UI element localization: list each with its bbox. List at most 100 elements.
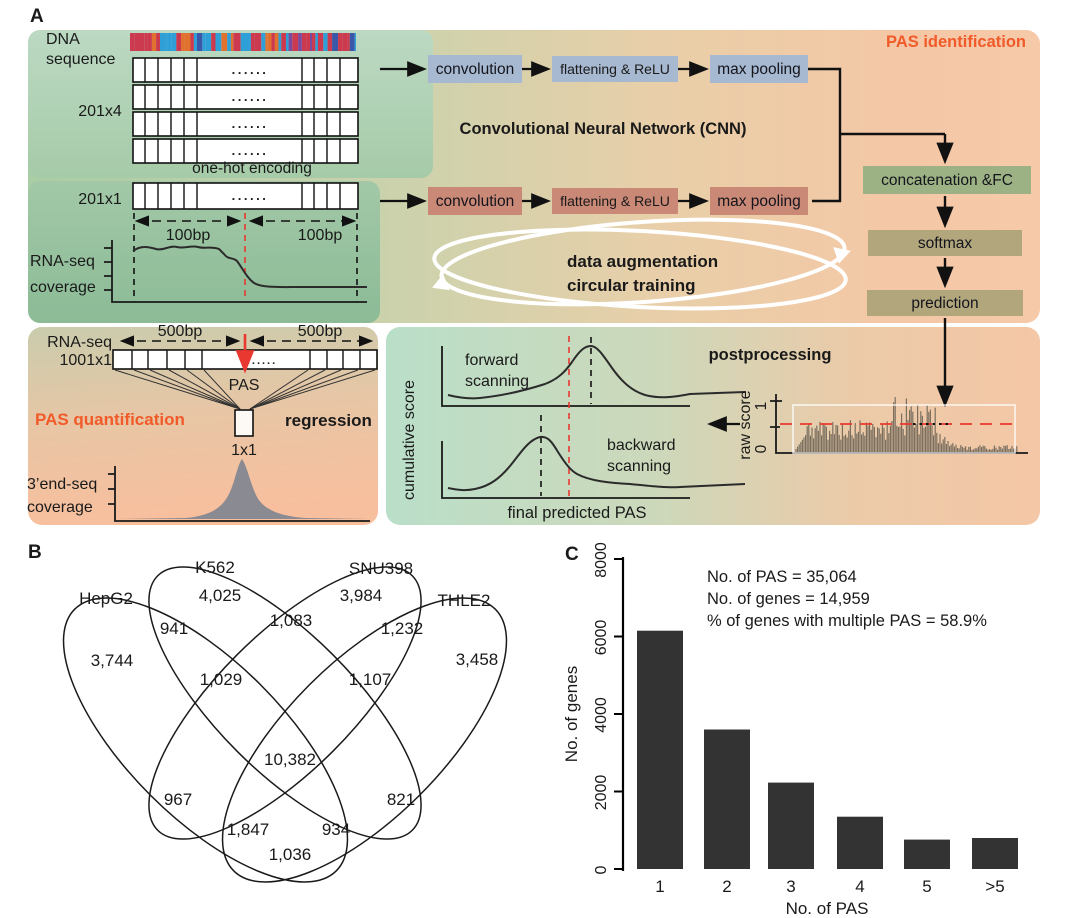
- endseq-axis: [108, 466, 370, 522]
- backward-line1: backward: [607, 437, 675, 454]
- raw-score-label: raw score: [737, 390, 754, 459]
- maxpool-box-rna: [710, 187, 808, 215]
- svg-text:4: 4: [855, 877, 864, 896]
- backward-line2: scanning: [607, 458, 671, 475]
- output-dim-label: 1x1: [231, 442, 257, 459]
- bp500-left-label: 500bp: [158, 323, 203, 340]
- cnn-title: Convolutional Neural Network (CNN): [460, 120, 747, 138]
- flatten-box-rna-label: flattening & ReLU: [560, 193, 670, 209]
- conv-box-rna: [428, 187, 522, 215]
- venn-count-hepg2-only: 3,744: [91, 651, 134, 670]
- venn-count-hepg2-snu398: 967: [164, 790, 192, 809]
- venn-count-hepg2-k562-thle2: 934: [322, 820, 350, 839]
- pas-quantification-title: PAS quantification: [35, 410, 185, 429]
- rnaseq-cov-line2: coverage: [30, 279, 96, 296]
- forward-scanning-curve: [447, 344, 746, 400]
- merge-connector: [808, 67, 945, 203]
- venn-ellipses: [62, 566, 508, 883]
- conv-box-rna-label: convolution: [436, 193, 514, 210]
- input-dim-label: 1001x1: [60, 352, 113, 369]
- svg-text:......: ......: [232, 188, 269, 203]
- dna-label-line1: DNA: [46, 31, 80, 48]
- svg-text:0: 0: [593, 865, 610, 874]
- bp100-left-label: 100bp: [166, 227, 211, 244]
- venn-set-snu398: SNU398: [349, 559, 413, 578]
- augmentation-line1: data augmentation: [567, 252, 718, 271]
- venn-count-hepg2-thle2: 1,036: [269, 845, 312, 864]
- bp100-right-label: 100bp: [298, 227, 343, 244]
- output-1x1-box: [234, 409, 254, 437]
- regression-label: regression: [285, 411, 372, 430]
- venn-count-k562-only: 4,025: [199, 586, 242, 605]
- rnaseq-label: RNA-seq: [47, 334, 112, 351]
- svg-text:2: 2: [722, 877, 731, 896]
- venn-count-k562-snu398-thle2: 1,107: [349, 670, 392, 689]
- annotation-gene-total: No. of genes = 14,959: [707, 590, 870, 608]
- coverage-axis: [104, 240, 367, 303]
- panel-a-diagram: .................................... A D…: [27, 6, 1040, 525]
- converging-lines: [114, 369, 376, 410]
- flatten-box-dna-label: flattening & ReLU: [560, 61, 670, 77]
- svg-text:......: ......: [247, 355, 277, 367]
- venn-count-hepg2-snu398-thle2: 1,847: [227, 820, 270, 839]
- svg-text:6000: 6000: [593, 620, 610, 656]
- venn-ellipse-thle2: [221, 597, 508, 883]
- postprocessing-title: postprocessing: [709, 346, 832, 364]
- forward-axis: [441, 346, 690, 407]
- dna-barcode-strip: [130, 33, 356, 51]
- y-axis-ticks: 0 2000 4000 6000 8000: [593, 542, 623, 874]
- concatenation-label: concatenation &FC: [881, 172, 1013, 189]
- pas-identification-title: PAS identification: [886, 33, 1026, 51]
- venn-count-thle2-only: 3,458: [456, 650, 499, 669]
- maxpool-box-dna-label: max pooling: [717, 61, 801, 78]
- annotation-multi-pas: % of genes with multiple PAS = 58.9%: [707, 612, 987, 630]
- panel-c-label: C: [565, 544, 579, 565]
- matrix-dim-label: 201x4: [78, 103, 122, 120]
- flatten-box-rna: [552, 188, 678, 214]
- bars: [637, 630, 1018, 869]
- endseq-line1: 3’end-seq: [27, 476, 97, 493]
- rnaseq-cov-line1: RNA-seq: [30, 253, 95, 270]
- vector-dim-label: 201x1: [78, 191, 122, 208]
- raw-tick-1: 1: [753, 402, 770, 411]
- circular-training-loop: [432, 217, 851, 311]
- flatten-box-dna: [552, 56, 678, 82]
- pas-arrow-label: PAS: [229, 377, 260, 394]
- softmax-box: [868, 230, 1022, 256]
- venn-ellipse-k562: [148, 566, 422, 840]
- bp500-right-label: 500bp: [298, 323, 343, 340]
- venn-set-k562: K562: [195, 558, 235, 577]
- venn-count-snu398-only: 3,984: [340, 586, 383, 605]
- venn-ellipse-hepg2: [62, 597, 349, 883]
- maxpool-box-dna: [710, 55, 808, 83]
- panel-b-label: B: [28, 542, 42, 563]
- final-pas-label: final predicted PAS: [507, 504, 646, 522]
- panel-a-label: A: [30, 6, 44, 27]
- maxpool-box-rna-label: max pooling: [717, 193, 801, 210]
- venn-ellipse-snu398: [148, 566, 422, 840]
- one-hot-label: one-hot encoding: [192, 160, 312, 177]
- svg-text:5: 5: [922, 877, 931, 896]
- cumulative-score-label: cumulative score: [401, 380, 418, 500]
- conv-box-dna-label: convolution: [436, 61, 514, 78]
- softmax-label: softmax: [918, 235, 973, 252]
- svg-text:3: 3: [786, 877, 795, 896]
- y-axis-title: No. of genes: [562, 666, 581, 762]
- svg-text:......: ......: [232, 62, 269, 77]
- annotation-pas-total: No. of PAS = 35,064: [707, 568, 857, 586]
- venn-count-k562-thle2: 821: [387, 790, 415, 809]
- backward-axis: [441, 441, 690, 499]
- endseq-peak: [116, 459, 368, 519]
- x-axis-title: No. of PAS: [786, 899, 869, 918]
- svg-text:1: 1: [655, 877, 664, 896]
- prediction-box: [867, 290, 1023, 316]
- svg-text:......: ......: [232, 116, 269, 131]
- rnaseq-coverage-curve: [132, 245, 367, 289]
- raw-score-signal: [795, 397, 1018, 453]
- endseq-line2: coverage: [27, 499, 93, 516]
- raw-score-frame: [792, 404, 1016, 454]
- backward-scanning-curve: [447, 435, 746, 492]
- prediction-label: prediction: [911, 295, 978, 312]
- svg-text:4000: 4000: [593, 697, 610, 733]
